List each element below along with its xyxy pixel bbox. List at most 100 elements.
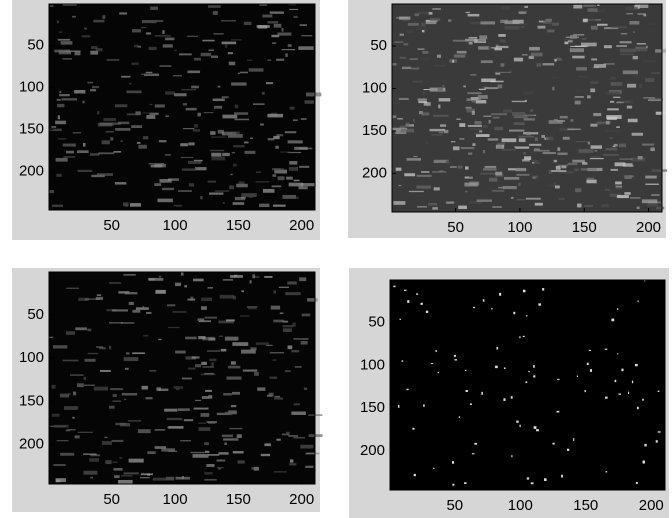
image-texture	[627, 106, 632, 109]
image-texture	[529, 47, 540, 51]
image-texture	[124, 357, 139, 361]
image-texture	[555, 186, 560, 189]
image-texture	[225, 45, 228, 48]
image-texture	[511, 197, 514, 198]
image-texture	[656, 112, 666, 115]
image-texture	[183, 128, 195, 129]
image-texture	[149, 278, 163, 281]
image-texture	[155, 429, 166, 431]
image-texture	[432, 8, 441, 10]
image-texture	[307, 298, 317, 301]
image-texture	[66, 288, 79, 289]
image-texture	[220, 295, 234, 299]
image-texture	[119, 457, 122, 458]
image-texture	[464, 482, 467, 484]
image-texture	[249, 68, 264, 71]
image-texture	[182, 168, 197, 170]
image-texture	[621, 33, 627, 34]
image-texture	[442, 85, 444, 87]
image-texture	[234, 112, 248, 115]
image-texture	[66, 331, 75, 335]
image-texture	[512, 101, 527, 102]
image-texture	[551, 77, 559, 79]
image-texture	[208, 454, 219, 456]
image-texture	[423, 91, 425, 95]
image-texture	[290, 107, 295, 110]
image-texture	[275, 146, 278, 149]
image-texture	[267, 21, 278, 23]
image-texture	[129, 459, 144, 463]
image-texture	[517, 22, 522, 23]
image-texture	[434, 187, 440, 190]
image-texture	[457, 119, 461, 120]
image-texture	[413, 119, 415, 123]
image-texture	[115, 423, 126, 425]
image-texture	[527, 477, 529, 479]
image-texture	[572, 160, 585, 163]
image-texture	[519, 11, 527, 13]
image-texture	[77, 383, 84, 387]
image-texture	[575, 101, 581, 105]
image-texture	[75, 51, 81, 55]
image-texture	[262, 15, 272, 18]
image-texture	[647, 204, 658, 207]
image-texture	[237, 434, 242, 438]
x-tick-label: 100	[507, 219, 532, 236]
image-texture	[526, 115, 534, 117]
image-texture	[628, 165, 633, 166]
image-texture	[256, 181, 269, 182]
image-texture	[126, 352, 129, 354]
image-texture	[522, 54, 528, 55]
image-texture	[141, 473, 153, 475]
x-tick-label: 50	[103, 217, 120, 234]
image-texture	[626, 13, 633, 14]
image-texture	[132, 29, 141, 32]
image-texture	[155, 35, 171, 37]
image-texture	[100, 122, 115, 125]
image-texture	[159, 276, 161, 278]
image-texture	[503, 398, 505, 401]
image-texture	[467, 92, 481, 94]
image-texture	[418, 98, 427, 100]
image-texture	[77, 150, 89, 153]
image-texture	[523, 152, 526, 154]
image-texture	[219, 336, 223, 337]
image-texture	[535, 203, 543, 206]
image-texture	[300, 445, 313, 449]
image-texture	[199, 427, 211, 431]
y-tick-label: 50	[370, 37, 387, 54]
image-texture	[483, 116, 491, 117]
image-texture	[225, 412, 233, 415]
image-texture	[159, 389, 169, 391]
image-texture	[58, 115, 60, 119]
image-texture	[264, 276, 272, 278]
image-texture	[97, 173, 113, 176]
image-texture	[601, 204, 608, 207]
image-texture	[465, 166, 468, 169]
image-texture	[60, 394, 69, 398]
image-texture	[474, 443, 477, 445]
image-texture	[533, 365, 535, 368]
image-texture	[202, 366, 213, 367]
image-texture	[291, 350, 299, 352]
image-texture	[590, 81, 599, 84]
image-texture	[221, 20, 236, 21]
image-texture	[470, 403, 472, 405]
image-texture	[590, 369, 592, 372]
image-texture	[453, 146, 460, 150]
image-texture	[198, 423, 206, 424]
x-tick-label: 150	[226, 217, 251, 234]
image-texture	[293, 119, 298, 121]
image-texture	[138, 46, 141, 48]
image-texture	[546, 137, 553, 141]
image-texture	[478, 95, 488, 99]
image-texture	[92, 86, 99, 88]
image-texture	[473, 307, 475, 308]
image-texture	[589, 350, 591, 351]
image-texture	[165, 115, 168, 117]
image-texture	[573, 438, 574, 441]
image-texture	[299, 166, 309, 168]
image-texture	[115, 104, 127, 107]
x-tick-label: 50	[446, 497, 463, 514]
image-texture	[229, 185, 234, 189]
